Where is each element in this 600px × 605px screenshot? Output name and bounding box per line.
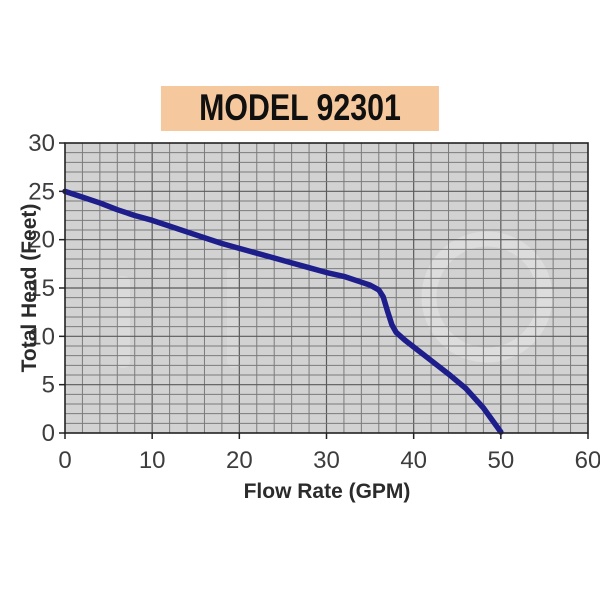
model-banner-text: MODEL 92301	[199, 87, 401, 128]
grid-layer	[65, 143, 588, 433]
model-banner: MODEL 92301	[160, 86, 440, 131]
pump-curve	[62, 188, 504, 435]
x-tick-label: 60	[575, 447, 600, 474]
x-axis-title: Flow Rate (GPM)	[244, 480, 411, 503]
x-tick-label: 40	[400, 447, 427, 474]
x-tick-label: 30	[313, 447, 340, 474]
curve-layer	[62, 188, 504, 435]
x-tick-label: 20	[226, 447, 253, 474]
y-tick-label: 15	[28, 275, 55, 302]
watermark-ring	[421, 231, 553, 363]
x-tick-label: 0	[58, 447, 71, 474]
axes-layer	[59, 142, 589, 439]
tick-label-layer: 0 10 20 30 40 50 60 0 5 10 15 20 25 30	[28, 130, 600, 474]
y-tick-label: 10	[28, 323, 55, 350]
y-tick-label: 30	[28, 130, 55, 157]
y-tick-label: 5	[42, 372, 55, 399]
y-tick-label: 25	[28, 178, 55, 205]
y-tick-label: 0	[42, 420, 55, 447]
x-tick-label: 10	[139, 447, 166, 474]
y-axis-title: Total Head (Feet)	[18, 204, 41, 373]
watermark-stroke	[116, 276, 130, 368]
x-tick-label: 50	[487, 447, 514, 474]
y-tick-label: 20	[28, 227, 55, 254]
